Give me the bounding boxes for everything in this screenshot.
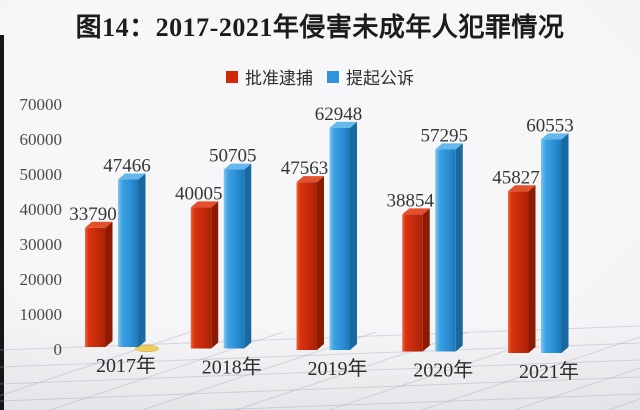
labels-layer: 0 10000 20000 30000 40000 50000 60000 70000 3379… xyxy=(20,95,580,383)
bar-prosecutions-2019年-side-face xyxy=(350,121,357,350)
bar-prosecutions-2017年-front-face xyxy=(118,179,139,347)
y-tick-label: 30000 xyxy=(20,235,63,254)
y-tick-label: 70000 xyxy=(20,95,63,114)
bar-prosecutions-2021年-front-face xyxy=(541,139,562,353)
floor-line-depth xyxy=(513,367,640,410)
value-label-arrests: 38854 xyxy=(387,190,435,211)
bar-arrests-2018年-front-face xyxy=(190,207,212,349)
bar-prosecutions-2021年-side-face xyxy=(561,133,569,353)
bar-arrests-2019年-front-face xyxy=(296,182,317,350)
x-category-label: 2018年 xyxy=(202,356,262,379)
value-label-arrests: 40005 xyxy=(175,183,223,204)
left-edge-scan-artifact xyxy=(0,35,4,410)
bar-arrests-2017年-top-face xyxy=(85,221,113,228)
y-tick-label: 0 xyxy=(54,340,63,359)
floor-line-horizontal xyxy=(199,393,640,410)
bar-prosecutions-2019年-front-face xyxy=(329,127,350,350)
value-label-prosecutions: 62948 xyxy=(315,104,363,125)
bar-arrests-2021年-front-face xyxy=(508,191,529,353)
bar-arrests-2018年-top-face xyxy=(190,201,219,208)
y-tick-label: 40000 xyxy=(20,200,63,219)
x-category-label: 2020年 xyxy=(413,359,473,382)
y-tick-label: 10000 xyxy=(20,305,63,324)
bar-prosecutions-2019年-top-face xyxy=(329,121,357,128)
legend-item-prosecutions: 提起公诉 xyxy=(327,64,414,89)
bar-arrests-2020年-side-face xyxy=(422,208,430,352)
legend-item-arrests: 批准逮捕 xyxy=(226,64,313,89)
bar-arrests-2019年-top-face xyxy=(296,176,324,183)
bar-arrests-2020年-front-face xyxy=(402,214,423,352)
bar-prosecutions-2018年-front-face xyxy=(223,169,245,349)
bar-prosecutions-2020年-front-face xyxy=(435,149,456,352)
value-label-prosecutions: 50705 xyxy=(209,146,257,167)
floor-line-horizontal xyxy=(0,376,640,402)
value-label-prosecutions: 47466 xyxy=(103,156,151,177)
bar-arrests-2017年-front-face xyxy=(85,227,106,347)
value-label-arrests: 45827 xyxy=(492,167,540,188)
x-category-label: 2021年 xyxy=(519,360,579,383)
legend-label-arrests: 批准逮捕 xyxy=(245,69,313,88)
x-category-label: 2019年 xyxy=(308,357,368,380)
legend-label-prosecutions: 提起公诉 xyxy=(346,69,414,88)
bar-arrests-2017年-side-face xyxy=(105,221,113,347)
bar-arrests-2018年-side-face xyxy=(211,201,219,349)
legend-swatch-red-icon xyxy=(226,70,238,83)
bar-prosecutions-2017年-top-face xyxy=(118,173,146,180)
bar-arrests-2021年-top-face xyxy=(508,185,536,192)
x-category-label: 2017年 xyxy=(96,354,156,377)
bars-layer xyxy=(85,121,569,353)
bar-prosecutions-2020年-side-face xyxy=(455,143,463,352)
legend-swatch-blue-icon xyxy=(327,70,339,83)
floor-line-depth xyxy=(420,336,640,410)
value-label-prosecutions: 57295 xyxy=(421,125,469,146)
y-tick-label: 50000 xyxy=(20,165,63,184)
legend: 批准逮捕 提起公诉 xyxy=(0,64,640,89)
value-label-arrests: 33790 xyxy=(69,204,117,225)
bar-arrests-2021年-side-face xyxy=(528,185,536,353)
y-tick-label: 60000 xyxy=(20,130,63,149)
bar-arrests-2020年-top-face xyxy=(402,208,430,215)
bar-prosecutions-2020年-top-face xyxy=(435,143,463,150)
chart-title: 图14：2017-2021年侵害未成年人犯罪情况 xyxy=(75,13,565,42)
bar-prosecutions-2017年-side-face xyxy=(138,173,146,347)
bar-prosecutions-2018年-side-face xyxy=(244,163,252,349)
floor-line-horizontal xyxy=(0,359,640,385)
bar-arrests-2019年-side-face xyxy=(317,176,324,350)
bar-prosecutions-2021年-top-face xyxy=(541,133,569,140)
yellow-disc xyxy=(135,344,159,353)
value-label-arrests: 47563 xyxy=(281,158,329,179)
y-tick-label: 20000 xyxy=(20,270,63,289)
floor-line-depth xyxy=(606,398,640,410)
bar-prosecutions-2018年-top-face xyxy=(223,163,252,170)
value-label-prosecutions: 60553 xyxy=(526,115,574,136)
